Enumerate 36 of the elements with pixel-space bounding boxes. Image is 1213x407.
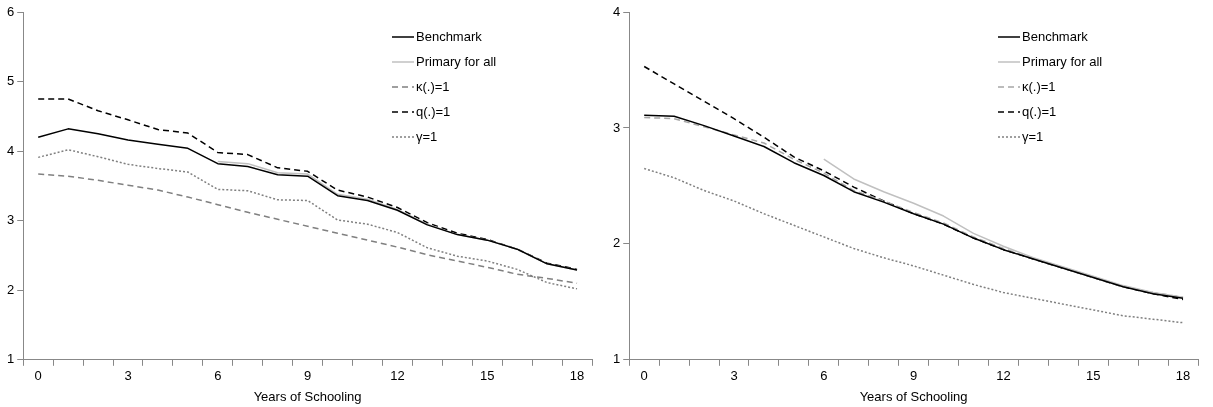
y-tick-label: 4 <box>613 3 621 19</box>
x-tick-label: 15 <box>1085 368 1101 384</box>
x-tick-label: 0 <box>34 368 42 384</box>
x-tick-label: 9 <box>304 368 312 384</box>
x-tick-label: 18 <box>569 368 585 384</box>
y-tick-label: 1 <box>613 351 621 367</box>
legend-label: Benchmark <box>416 28 483 44</box>
y-tick-label: 1 <box>7 351 15 367</box>
x-tick-label: 3 <box>730 368 738 384</box>
legend-label: Primary for all <box>416 53 497 69</box>
x-tick-label: 6 <box>214 368 222 384</box>
x-tick-label: 18 <box>1175 368 1191 384</box>
y-tick-label: 6 <box>7 3 15 19</box>
legend-label: Primary for all <box>1022 53 1103 69</box>
legend-label: γ=1 <box>416 128 438 144</box>
x-axis-title: Years of Schooling <box>253 388 362 404</box>
legend-label: κ(.)=1 <box>1022 78 1056 94</box>
y-tick-label: 2 <box>7 281 15 297</box>
x-tick-label: 12 <box>390 368 405 384</box>
legend-label: q(.)=1 <box>416 103 451 119</box>
legend-label: γ=1 <box>1022 128 1044 144</box>
legend-label: q(.)=1 <box>1022 103 1057 119</box>
x-tick-label: 3 <box>124 368 132 384</box>
x-tick-label: 6 <box>820 368 828 384</box>
y-tick-label: 3 <box>613 119 621 135</box>
x-tick-label: 0 <box>640 368 648 384</box>
y-tick-label: 2 <box>613 235 621 251</box>
legend-label: κ(.)=1 <box>416 78 450 94</box>
legend-label: Benchmark <box>1022 28 1089 44</box>
y-tick-label: 4 <box>7 142 15 158</box>
x-tick-label: 9 <box>910 368 918 384</box>
x-tick-label: 12 <box>996 368 1011 384</box>
x-axis-title: Years of Schooling <box>859 388 968 404</box>
y-tick-label: 3 <box>7 212 15 228</box>
x-tick-label: 15 <box>479 368 495 384</box>
y-tick-label: 5 <box>7 73 15 89</box>
